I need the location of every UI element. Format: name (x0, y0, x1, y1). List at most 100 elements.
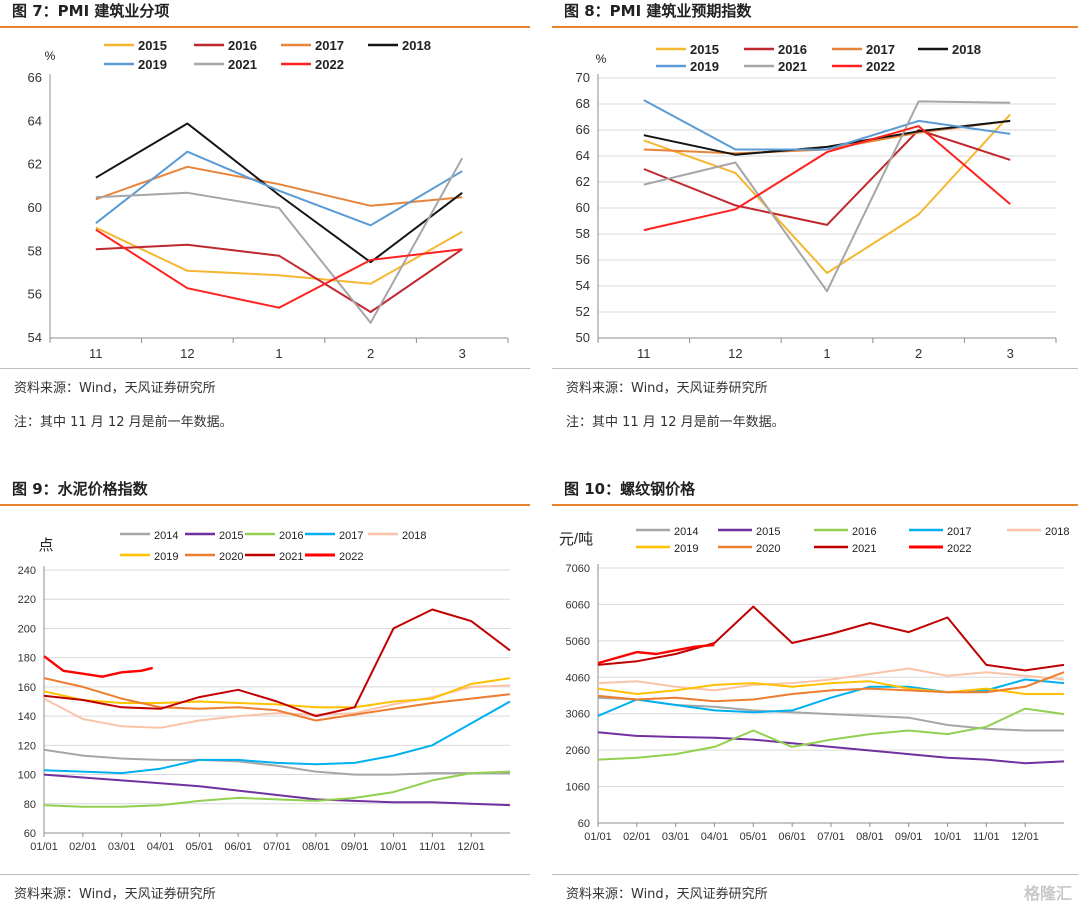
x-tick-label: 04/01 (701, 831, 729, 843)
x-tick-label: 08/01 (302, 841, 330, 853)
series-line-2016 (597, 707, 1065, 761)
legend-label-2015: 2015 (138, 38, 167, 53)
legend-label-2020: 2020 (219, 551, 243, 563)
title-rule (0, 26, 530, 28)
series-line-2015 (43, 773, 511, 807)
series-line-2021 (43, 608, 511, 718)
x-tick-label: 12 (180, 346, 194, 361)
legend-label-2016: 2016 (852, 526, 876, 538)
y-tick-label: 60 (24, 828, 36, 840)
y-tick-label: 140 (18, 711, 36, 723)
divider (0, 874, 530, 875)
legend-label-2014: 2014 (154, 530, 178, 542)
footnote: 注：其中 11 月 12 月是前一年数据。 (566, 415, 785, 430)
series-line-2022 (43, 655, 153, 678)
y-tick-label: 7060 (566, 563, 590, 575)
y-tick-label: 56 (28, 287, 42, 302)
divider (0, 368, 530, 369)
x-tick-label: 11 (89, 346, 103, 361)
x-tick-label: 02/01 (69, 841, 97, 853)
watermark-logo: 格隆汇 (1023, 884, 1072, 903)
series-line-2014 (43, 748, 510, 776)
y-tick-label: 62 (576, 174, 590, 189)
y-tick-label: 6060 (566, 599, 590, 611)
x-tick-label: 11/01 (419, 841, 446, 853)
series-line-2022 (597, 643, 715, 665)
y-tick-label: 66 (576, 122, 590, 137)
y-tick-label: 180 (18, 653, 36, 665)
chart-title: 图 7：PMI 建筑业分项 (12, 2, 170, 20)
y-tick-label: 62 (28, 157, 42, 172)
legend-label-2019: 2019 (674, 543, 698, 555)
x-tick-label: 09/01 (341, 841, 369, 853)
y-tick-label: 58 (28, 243, 42, 258)
series-line-2016 (43, 770, 511, 808)
chart-title: 图 10：螺纹钢价格 (564, 480, 696, 498)
x-tick-label: 11/01 (973, 831, 1000, 843)
legend-label-2018: 2018 (402, 530, 426, 542)
y-tick-label: 3060 (566, 709, 590, 721)
x-tick-label: 07/01 (817, 831, 845, 843)
x-tick-label: 3 (459, 346, 466, 361)
source-note: 资料来源：Wind，天风证券研究所 (14, 381, 216, 396)
y-tick-label: 64 (576, 148, 590, 163)
x-tick-label: 01/01 (30, 841, 58, 853)
title-rule (552, 504, 1078, 506)
x-tick-label: 10/01 (380, 841, 408, 853)
y-tick-label: 200 (18, 623, 36, 635)
x-tick-label: 10/01 (934, 831, 962, 843)
x-tick-label: 07/01 (263, 841, 291, 853)
x-tick-label: 12/01 (1011, 831, 1039, 843)
y-tick-label: 100 (18, 770, 36, 782)
chart-svg: 元/吨 60 1060 2060 3060 4060 5060 6060 7060 01/01 02… (559, 526, 1070, 843)
x-tick-label: 12/01 (457, 841, 485, 853)
legend-label-2021: 2021 (852, 543, 876, 555)
series-line-2019 (43, 677, 511, 709)
legend-label-2016: 2016 (279, 530, 303, 542)
divider (552, 874, 1078, 875)
x-tick-label: 05/01 (186, 841, 214, 853)
title-rule (0, 504, 530, 506)
y-axis-label: % (596, 52, 607, 66)
legend-label-2017: 2017 (866, 42, 895, 57)
x-tick-label: 01/01 (584, 831, 612, 843)
y-tick-label: 56 (576, 252, 590, 267)
series-line-2022 (643, 125, 1011, 232)
legend-label-2017: 2017 (947, 526, 971, 538)
chart-panel-rebar-price: 图 10：螺纹钢价格 元/吨 60 1060 2060 3060 4060 5060 6060… (552, 478, 1080, 908)
x-tick-label: 08/01 (856, 831, 884, 843)
series-line-2018 (597, 667, 1065, 692)
x-tick-label: 06/01 (224, 841, 252, 853)
x-tick-label: 2 (367, 346, 374, 361)
divider (552, 368, 1078, 369)
legend-label-2019: 2019 (154, 551, 178, 563)
y-tick-label: 60 (28, 200, 42, 215)
x-tick-label: 2 (915, 346, 922, 361)
y-tick-label: 54 (28, 330, 42, 345)
source-note: 资料来源：Wind，天风证券研究所 (14, 887, 216, 902)
legend-label-2017: 2017 (339, 530, 363, 542)
y-tick-label: 64 (28, 113, 42, 128)
chart-panel-cement-index: 图 9：水泥价格指数 点 60 80 100 120 140 160 180 200 220 240… (0, 478, 532, 908)
x-tick-label: 11 (637, 346, 651, 361)
y-tick-label: 58 (576, 226, 590, 241)
x-tick-label: 1 (823, 346, 830, 361)
legend-label-2018: 2018 (1045, 526, 1069, 538)
legend-label-2020: 2020 (756, 543, 780, 555)
legend-label-2016: 2016 (228, 38, 257, 53)
series-line-2018 (43, 684, 511, 729)
series-line-2016 (643, 129, 1011, 226)
x-tick-label: 02/01 (623, 831, 651, 843)
legend-label-2021: 2021 (279, 551, 303, 563)
series-line-2021 (643, 100, 1011, 293)
legend-label-2015: 2015 (219, 530, 243, 542)
series-line-2015 (643, 113, 1011, 274)
series-line-2017 (43, 700, 511, 775)
legend-label-2017: 2017 (315, 38, 344, 53)
y-tick-label: 220 (18, 594, 36, 606)
y-axis-label: 元/吨 (559, 531, 593, 548)
legend-label-2022: 2022 (866, 59, 895, 74)
y-tick-label: 5060 (566, 636, 590, 648)
y-tick-label: 160 (18, 682, 36, 694)
